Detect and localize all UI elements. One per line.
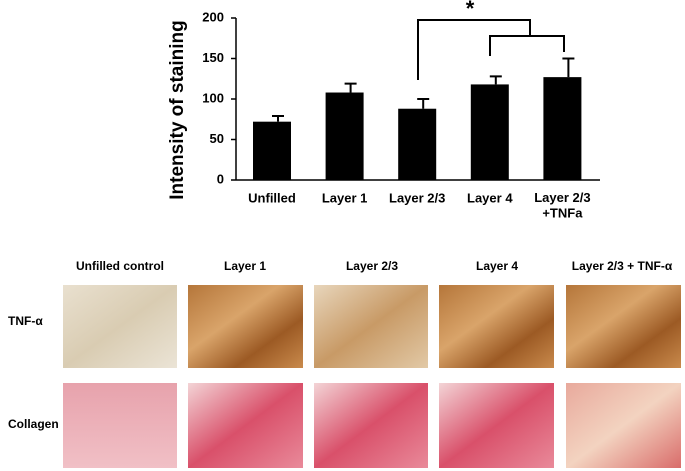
x-tick-label: Unfilled bbox=[248, 190, 296, 205]
error-bar bbox=[417, 98, 430, 109]
row-label: TNF-α bbox=[8, 314, 43, 328]
image-panel bbox=[439, 383, 554, 468]
image-panel bbox=[314, 285, 428, 368]
x-tick-label: Layer 2/3 +TNFa bbox=[534, 190, 590, 221]
column-label: Layer 1 bbox=[224, 259, 266, 273]
bar bbox=[470, 84, 509, 180]
image-panel bbox=[566, 285, 681, 368]
bar bbox=[325, 92, 364, 180]
bracket bbox=[489, 35, 565, 56]
bar bbox=[253, 121, 291, 180]
y-tick-label: 0 bbox=[217, 171, 224, 186]
bar bbox=[543, 77, 582, 180]
image-panel bbox=[566, 383, 681, 468]
x-tick-label: Layer 4 bbox=[467, 190, 513, 205]
error-bar bbox=[344, 82, 357, 93]
image-panel bbox=[439, 285, 554, 368]
y-tick-label: 200 bbox=[202, 9, 224, 24]
column-label: Layer 2/3 bbox=[346, 259, 398, 273]
image-panel bbox=[63, 383, 177, 468]
bracket bbox=[417, 19, 531, 80]
error-bar bbox=[272, 115, 284, 122]
row-label: Collagen bbox=[8, 417, 59, 431]
error-bar bbox=[489, 75, 502, 85]
image-panel bbox=[63, 285, 177, 368]
y-tick-label: 150 bbox=[202, 50, 224, 65]
y-axis-label: Intensity of staining bbox=[167, 20, 188, 199]
image-panel bbox=[314, 383, 428, 468]
column-label: Layer 4 bbox=[476, 259, 518, 273]
y-tick-label: 50 bbox=[210, 131, 224, 146]
x-tick-label: Layer 2/3 bbox=[389, 190, 445, 205]
x-tick-label: Layer 1 bbox=[322, 190, 368, 205]
column-label: Unfilled control bbox=[76, 259, 164, 273]
image-grid bbox=[63, 285, 681, 468]
image-panel bbox=[188, 285, 303, 368]
significance-star: * bbox=[466, 0, 475, 21]
bar bbox=[398, 108, 437, 180]
column-label: Layer 2/3 + TNF-α bbox=[572, 259, 673, 273]
image-panel bbox=[188, 383, 303, 468]
error-bar bbox=[562, 57, 575, 78]
y-tick-label: 100 bbox=[202, 90, 224, 105]
